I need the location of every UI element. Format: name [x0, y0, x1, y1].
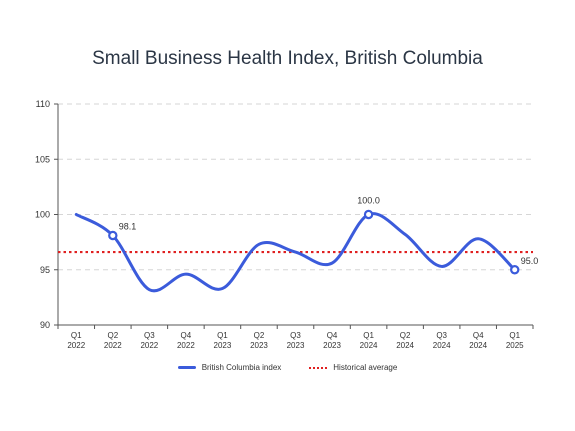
legend-item-index[interactable]: British Columbia index — [177, 363, 282, 372]
x-tick-label: Q2 — [107, 331, 118, 340]
x-tick-label: Q2 — [254, 331, 265, 340]
x-tick-label: Q4 — [327, 331, 338, 340]
x-tick-label: Q4 — [181, 331, 192, 340]
x-tick-label: 2024 — [360, 341, 378, 350]
y-tick-label: 110 — [36, 99, 50, 109]
data-point-marker — [510, 265, 520, 275]
x-tick-label: 2025 — [506, 341, 524, 350]
x-tick-label: Q3 — [144, 331, 155, 340]
x-tick-label: 2023 — [287, 341, 305, 350]
x-tick-label: Q3 — [436, 331, 447, 340]
x-tick-label: Q1 — [363, 331, 374, 340]
legend-item-average[interactable]: Historical average — [309, 363, 397, 372]
y-tick-label: 95 — [40, 265, 50, 275]
y-tick-label: 100 — [35, 210, 50, 220]
x-tick-label: 2023 — [214, 341, 232, 350]
x-tick-label: 2023 — [250, 341, 268, 350]
data-point-marker — [108, 230, 118, 241]
y-tick-label: 105 — [35, 154, 50, 164]
data-point-marker — [363, 209, 374, 220]
legend-label-index: British Columbia index — [201, 363, 282, 372]
x-tick-label: Q1 — [71, 331, 82, 340]
data-label: 95.0 — [521, 256, 539, 266]
x-tick-label: 2024 — [433, 341, 451, 350]
series-line-british-columbia — [74, 212, 517, 293]
x-tick-label: 2022 — [104, 341, 122, 350]
data-label: 98.1 — [119, 221, 137, 231]
chart-title: Small Business Health Index, British Col… — [92, 48, 483, 69]
x-tick-label: Q3 — [290, 331, 301, 340]
data-label: 100.0 — [357, 196, 380, 206]
x-tick-label: 2022 — [67, 341, 85, 350]
legend: British Columbia index Historical averag… — [0, 363, 575, 372]
x-tick-label: Q1 — [217, 331, 228, 340]
x-tick-label: 2023 — [323, 341, 341, 350]
x-tick-label: 2024 — [396, 341, 414, 350]
x-tick-label: 2022 — [140, 341, 158, 350]
legend-label-average: Historical average — [333, 363, 398, 372]
x-tick-label: 2022 — [177, 341, 195, 350]
legend-swatch-index — [177, 366, 196, 369]
x-tick-label: Q1 — [509, 331, 520, 340]
x-tick-label: 2024 — [469, 341, 487, 350]
x-tick-label: Q4 — [473, 331, 484, 340]
legend-swatch-average — [309, 366, 328, 369]
y-tick-label: 90 — [40, 320, 50, 330]
x-tick-label: Q2 — [400, 331, 411, 340]
